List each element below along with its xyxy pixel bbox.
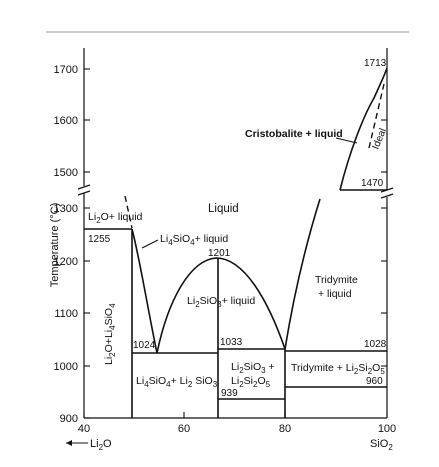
temp-939: 939 — [221, 388, 238, 399]
leader-cristobalite — [335, 137, 358, 144]
temp-1470: 1470 — [361, 178, 384, 189]
label-li4sio4-li2sio3: Li4SiO4+ Li2 SiO3 — [136, 375, 218, 389]
x-ticks — [83, 412, 388, 418]
x-left-endpoint-label: Li2O — [66, 438, 112, 452]
y-tick-900: 900 — [60, 413, 78, 425]
label-tridymite-li2si2o5: Tridymite + Li2Si2O5 — [291, 362, 385, 376]
label-li2sio3-li2si2o5-1: Li2SiO3 + — [231, 361, 275, 375]
y-axis-break-left — [77, 184, 91, 196]
label-li4sio4-liquid: Li4SiO4+ liquid — [160, 233, 228, 247]
liquidus-tridymite — [284, 198, 321, 350]
temp-960: 960 — [366, 376, 383, 387]
label-li2o-li4sio4: Li2O+Li4SiO4 — [103, 303, 117, 365]
x-right-endpoint-label: SiO2 — [370, 438, 393, 452]
y-tick-1300: 1300 — [54, 203, 78, 215]
x-tick-40: 40 — [78, 423, 90, 435]
y-tick-1700: 1700 — [54, 64, 78, 76]
y-tick-1600: 1600 — [54, 115, 78, 127]
y-axis-title: Temperature (°C) — [49, 203, 61, 287]
label-cristobalite-liquid: Cristobalite + liquid — [245, 128, 343, 140]
y-tick-1200: 1200 — [54, 256, 78, 268]
temp-1024: 1024 — [133, 340, 156, 351]
svg-text:Li2O: Li2O — [90, 438, 112, 452]
liquidus-li2sio3-dome — [156, 257, 286, 354]
x-tick-80: 80 — [279, 423, 291, 435]
label-ideal: Ideal — [371, 127, 389, 151]
temp-1201: 1201 — [208, 248, 231, 259]
label-li2o-liquid: Li2O+ liquid — [88, 211, 143, 225]
y-tick-1500: 1500 — [54, 167, 78, 179]
y-tick-1100: 1100 — [54, 308, 78, 320]
label-tridymite-liquid-1: Tridymite — [315, 274, 358, 286]
y-ticks-lower — [84, 207, 387, 419]
label-li2sio3-li2si2o5-2: Li2Si2O5 — [231, 375, 271, 389]
y-ticks-upper — [84, 68, 387, 173]
x-tick-100: 100 — [378, 423, 396, 435]
liquidus-cristobalite — [339, 67, 388, 191]
ideal-dashed — [368, 83, 385, 149]
label-tridymite-liquid-2: + liquid — [318, 288, 352, 300]
x-tick-60: 60 — [178, 423, 190, 435]
label-liquid: Liquid — [208, 203, 239, 215]
label-li2sio3-liquid: Li2SiO3+ liquid — [187, 295, 255, 309]
temp-1033: 1033 — [220, 337, 243, 348]
y-tick-1000: 1000 — [54, 361, 78, 373]
temp-1713: 1713 — [364, 58, 387, 69]
temp-1255: 1255 — [88, 234, 111, 245]
leader-li4sio4 — [141, 239, 159, 249]
liquidus-dashed — [124, 195, 133, 229]
temp-1028: 1028 — [364, 339, 387, 350]
liquidus-li4sio4 — [131, 228, 158, 354]
